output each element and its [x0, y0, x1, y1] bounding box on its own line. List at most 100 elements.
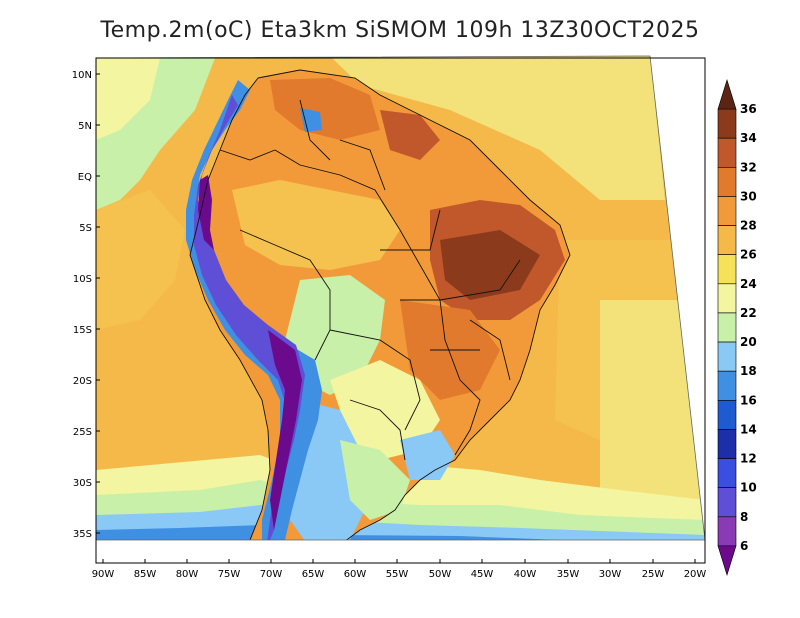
ocean-pacific-south: [96, 320, 250, 470]
colorbar-label: 14: [740, 422, 757, 436]
colorbar-label: 20: [740, 335, 757, 349]
lon-tick: 85W: [134, 559, 157, 580]
lon-label: 70W: [260, 569, 283, 580]
ocean-south-band-4: [96, 525, 560, 540]
lat-tick: 30S: [73, 478, 100, 489]
colorbar-label: 34: [740, 131, 757, 145]
colorbar-label: 36: [740, 102, 757, 116]
lat-axis: 10N 5N EQ 5S 10S 15S 20S 25S 30S 35S: [72, 70, 100, 540]
lon-label: 75W: [218, 569, 241, 580]
colorbar-label: 16: [740, 393, 757, 407]
lat-tick: 15S: [73, 325, 100, 336]
lon-tick: 40W: [514, 559, 537, 580]
northeast-hot-2: [440, 230, 540, 300]
colorbar-segment: [717, 458, 737, 488]
lon-label: 40W: [514, 569, 537, 580]
colorbar-segment: [717, 78, 737, 110]
lon-tick: 75W: [218, 559, 241, 580]
map-field: [96, 56, 705, 540]
lon-tick: 45W: [471, 559, 494, 580]
colorbar-label: 22: [740, 306, 757, 320]
lat-tick: EQ: [78, 172, 100, 183]
lon-tick: 35W: [557, 559, 580, 580]
lon-tick: 80W: [176, 559, 199, 580]
andes-north-peak: [198, 175, 214, 250]
lon-label: 30W: [599, 569, 622, 580]
lon-tick: 30W: [599, 559, 622, 580]
lat-tick: 25S: [73, 427, 100, 438]
colorbar-label: 12: [740, 452, 757, 466]
colorbar-segment: [717, 254, 737, 285]
andes-core: [194, 95, 305, 540]
amazon-interior: [232, 180, 400, 270]
colorbar-segment: [717, 283, 737, 314]
ocean-pacific-north2: [96, 58, 160, 140]
country-borders: [189, 69, 571, 540]
colorbar-segment: [717, 429, 737, 459]
lon-tick: 70W: [260, 559, 283, 580]
lat-label: 35S: [73, 529, 92, 540]
lat-label: 30S: [73, 478, 92, 489]
lon-label: 50W: [429, 569, 452, 580]
colorbar-segment: [717, 487, 737, 518]
colorbar-segment: [717, 167, 737, 197]
lon-tick: 50W: [429, 559, 452, 580]
ocean-northeast: [330, 56, 665, 200]
lon-label: 90W: [92, 569, 115, 580]
andes-peak: [268, 330, 302, 530]
lat-label: 10S: [73, 274, 92, 285]
lon-label: 55W: [386, 569, 409, 580]
lat-tick: 10S: [73, 274, 100, 285]
lon-label: 65W: [302, 569, 325, 580]
colorbar-label: 10: [740, 481, 757, 495]
colorbar-segment: [717, 399, 737, 430]
lon-axis: 90W 85W 80W 75W 70W 65W 60W 55W 50W 45W …: [92, 559, 707, 580]
lon-label: 60W: [344, 569, 367, 580]
central-yellow: [330, 360, 440, 460]
lon-tick: 90W: [92, 559, 115, 580]
lon-label: 25W: [642, 569, 665, 580]
lat-label: 10N: [72, 70, 92, 81]
lon-label: 45W: [471, 569, 494, 580]
colorbar-label: 18: [740, 364, 757, 378]
lon-tick: 20W: [684, 559, 707, 580]
venezuela-cool: [300, 108, 322, 132]
lon-tick: 55W: [386, 559, 409, 580]
guiana-hot: [380, 110, 440, 160]
colorbar-segment: [717, 312, 737, 343]
lat-tick: 35S: [73, 529, 100, 540]
lat-tick: 10N: [72, 70, 100, 81]
lon-tick: 65W: [302, 559, 325, 580]
lat-label: 25S: [73, 427, 92, 438]
south-brazil-blue: [400, 430, 455, 480]
colorbar-segment: [717, 370, 737, 401]
ocean-pacific-mid: [96, 190, 185, 330]
lon-label: 80W: [176, 569, 199, 580]
lat-label: EQ: [78, 172, 92, 183]
colorbar-label: 32: [740, 160, 757, 174]
lat-tick: 5N: [78, 121, 100, 132]
lon-label: 20W: [684, 569, 707, 580]
lon-tick: 60W: [344, 559, 367, 580]
colorbar-segment: [717, 196, 737, 226]
lat-label: 5N: [78, 121, 92, 132]
lat-tick: 5S: [79, 223, 100, 234]
lat-tick: 20S: [73, 376, 100, 387]
colorbar-label: 6: [740, 539, 748, 553]
colorbar-label: 26: [740, 248, 757, 262]
pampa-green: [340, 440, 410, 520]
colorbar-segment: [717, 516, 737, 547]
lat-label: 5S: [79, 223, 92, 234]
colorbar-segment: [717, 225, 737, 256]
colorbar-segment: [717, 137, 737, 168]
lat-label: 20S: [73, 376, 92, 387]
lon-label: 35W: [557, 569, 580, 580]
colorbar-segment: [717, 341, 737, 372]
colorbar-label: 8: [740, 510, 748, 524]
north-coast-hot: [270, 78, 380, 140]
lon-label: 85W: [134, 569, 157, 580]
map-title: Temp.2m(oC) Eta3km SiSMOM 109h 13Z30OCT2…: [100, 18, 700, 43]
plot-frame: [95, 57, 706, 564]
colorbar-label: 30: [740, 189, 757, 203]
